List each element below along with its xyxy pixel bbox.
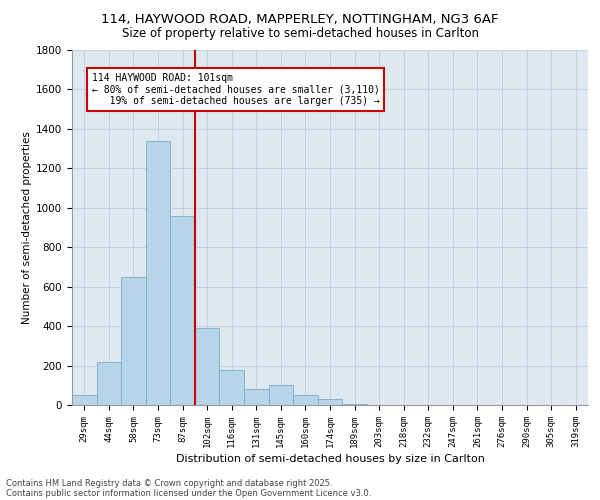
Text: Size of property relative to semi-detached houses in Carlton: Size of property relative to semi-detach… — [121, 28, 479, 40]
Bar — [318, 399, 342, 405]
Text: Contains HM Land Registry data © Crown copyright and database right 2025.: Contains HM Land Registry data © Crown c… — [6, 478, 332, 488]
X-axis label: Distribution of semi-detached houses by size in Carlton: Distribution of semi-detached houses by … — [176, 454, 484, 464]
Text: Contains public sector information licensed under the Open Government Licence v3: Contains public sector information licen… — [6, 488, 371, 498]
Bar — [220, 370, 244, 405]
Bar — [121, 277, 146, 405]
Text: 114, HAYWOOD ROAD, MAPPERLEY, NOTTINGHAM, NG3 6AF: 114, HAYWOOD ROAD, MAPPERLEY, NOTTINGHAM… — [101, 12, 499, 26]
Y-axis label: Number of semi-detached properties: Number of semi-detached properties — [22, 131, 32, 324]
Bar — [170, 216, 195, 405]
Bar — [293, 395, 318, 405]
Bar — [97, 362, 121, 405]
Text: 114 HAYWOOD ROAD: 101sqm
← 80% of semi-detached houses are smaller (3,110)
   19: 114 HAYWOOD ROAD: 101sqm ← 80% of semi-d… — [92, 72, 380, 106]
Bar — [72, 395, 97, 405]
Bar — [342, 404, 367, 405]
Bar — [146, 140, 170, 405]
Bar — [244, 389, 269, 405]
Bar — [195, 328, 220, 405]
Bar — [269, 386, 293, 405]
